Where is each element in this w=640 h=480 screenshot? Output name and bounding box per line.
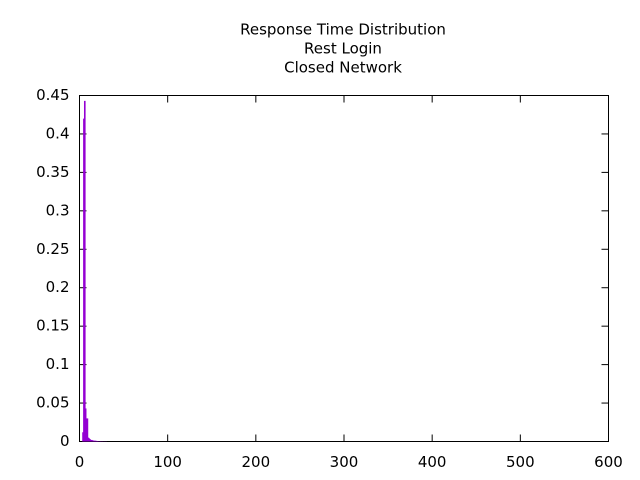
y-tick-label: 0.2 xyxy=(46,278,70,296)
chart-title: Response Time Distribution xyxy=(240,21,446,39)
x-tick-label: 400 xyxy=(418,453,447,471)
y-tick-label: 0.35 xyxy=(36,163,69,181)
x-tick-label: 0 xyxy=(75,453,85,471)
y-tick-label: 0.1 xyxy=(46,355,70,373)
y-tick-label: 0.45 xyxy=(36,86,69,104)
x-tick-label: 300 xyxy=(330,453,359,471)
y-tick-label: 0.25 xyxy=(36,240,69,258)
x-tick-label: 200 xyxy=(242,453,271,471)
y-tick-label: 0.05 xyxy=(36,394,69,412)
y-tick-label: 0.15 xyxy=(36,317,69,335)
chart-subtitle: Closed Network xyxy=(284,59,402,77)
x-tick-label: 500 xyxy=(506,453,535,471)
y-tick-label: 0.4 xyxy=(46,124,70,142)
x-tick-label: 600 xyxy=(594,453,623,471)
chart-subtitle: Rest Login xyxy=(304,40,382,58)
y-tick-label: 0 xyxy=(60,432,70,450)
x-tick-label: 100 xyxy=(153,453,182,471)
y-tick-label: 0.3 xyxy=(46,201,70,219)
